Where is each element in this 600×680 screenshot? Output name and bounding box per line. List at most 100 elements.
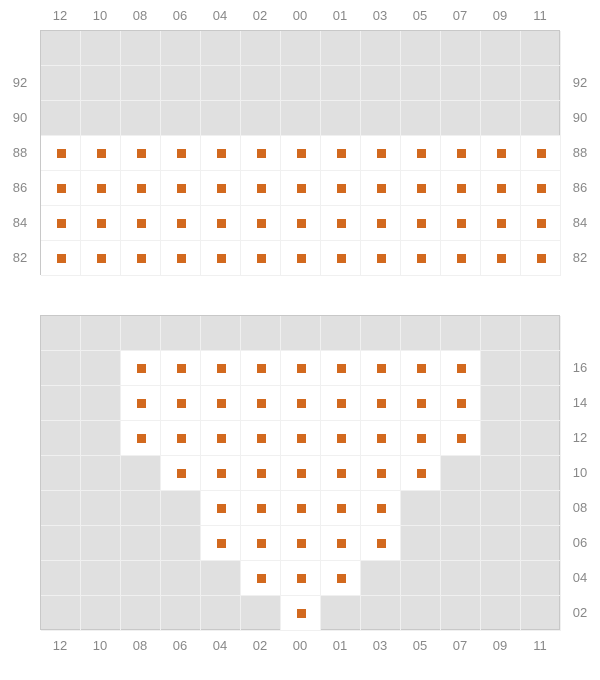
- seat-marker[interactable]: [177, 254, 186, 263]
- seat-marker[interactable]: [297, 149, 306, 158]
- seat-marker[interactable]: [137, 399, 146, 408]
- seat-marker[interactable]: [417, 149, 426, 158]
- seat-marker[interactable]: [297, 609, 306, 618]
- seat-marker[interactable]: [137, 364, 146, 373]
- seat-marker[interactable]: [297, 469, 306, 478]
- seat-marker[interactable]: [257, 254, 266, 263]
- seat-marker[interactable]: [297, 434, 306, 443]
- seat-marker[interactable]: [97, 254, 106, 263]
- seat-marker[interactable]: [97, 184, 106, 193]
- seat-marker[interactable]: [377, 469, 386, 478]
- seat-marker[interactable]: [217, 364, 226, 373]
- seat-marker[interactable]: [337, 469, 346, 478]
- seat-marker[interactable]: [217, 504, 226, 513]
- seat-marker[interactable]: [537, 254, 546, 263]
- seat-marker[interactable]: [417, 434, 426, 443]
- seat-marker[interactable]: [217, 434, 226, 443]
- seat-marker[interactable]: [297, 504, 306, 513]
- seat-marker[interactable]: [337, 504, 346, 513]
- seat-marker[interactable]: [497, 254, 506, 263]
- seat-marker[interactable]: [97, 219, 106, 228]
- seat-marker[interactable]: [417, 219, 426, 228]
- seat-marker[interactable]: [417, 399, 426, 408]
- seat-marker[interactable]: [497, 149, 506, 158]
- seat-marker[interactable]: [257, 574, 266, 583]
- seat-marker[interactable]: [377, 364, 386, 373]
- seat-marker[interactable]: [137, 149, 146, 158]
- seat-marker[interactable]: [177, 149, 186, 158]
- seat-marker[interactable]: [297, 364, 306, 373]
- seat-marker[interactable]: [257, 539, 266, 548]
- seat-marker[interactable]: [337, 149, 346, 158]
- seat-marker[interactable]: [377, 504, 386, 513]
- seat-marker[interactable]: [177, 364, 186, 373]
- seat-marker[interactable]: [537, 219, 546, 228]
- seat-marker[interactable]: [217, 219, 226, 228]
- seat-marker[interactable]: [377, 399, 386, 408]
- seat-marker[interactable]: [457, 219, 466, 228]
- seat-marker[interactable]: [457, 254, 466, 263]
- seat-marker[interactable]: [417, 254, 426, 263]
- seat-marker[interactable]: [337, 434, 346, 443]
- seat-marker[interactable]: [57, 254, 66, 263]
- seat-marker[interactable]: [377, 149, 386, 158]
- seat-marker[interactable]: [257, 364, 266, 373]
- seat-marker[interactable]: [337, 219, 346, 228]
- seat-marker[interactable]: [137, 434, 146, 443]
- seat-marker[interactable]: [257, 149, 266, 158]
- seat-marker[interactable]: [457, 364, 466, 373]
- seat-marker[interactable]: [137, 219, 146, 228]
- seat-marker[interactable]: [257, 434, 266, 443]
- seat-marker[interactable]: [457, 149, 466, 158]
- seat-marker[interactable]: [257, 504, 266, 513]
- seat-marker[interactable]: [457, 434, 466, 443]
- seat-marker[interactable]: [337, 184, 346, 193]
- seat-marker[interactable]: [377, 434, 386, 443]
- seat-marker[interactable]: [57, 184, 66, 193]
- seat-marker[interactable]: [177, 399, 186, 408]
- seat-marker[interactable]: [137, 254, 146, 263]
- seat-marker[interactable]: [337, 399, 346, 408]
- seat-marker[interactable]: [217, 184, 226, 193]
- seat-marker[interactable]: [297, 399, 306, 408]
- seat-marker[interactable]: [337, 254, 346, 263]
- seat-marker[interactable]: [457, 399, 466, 408]
- seat-marker[interactable]: [217, 399, 226, 408]
- seat-marker[interactable]: [57, 219, 66, 228]
- seat-marker[interactable]: [137, 184, 146, 193]
- seat-marker[interactable]: [537, 184, 546, 193]
- seat-marker[interactable]: [297, 574, 306, 583]
- seat-marker[interactable]: [497, 219, 506, 228]
- seat-marker[interactable]: [217, 539, 226, 548]
- seat-marker[interactable]: [177, 184, 186, 193]
- seat-marker[interactable]: [57, 149, 66, 158]
- seat-marker[interactable]: [417, 184, 426, 193]
- seat-marker[interactable]: [297, 184, 306, 193]
- seat-marker[interactable]: [377, 184, 386, 193]
- seat-marker[interactable]: [297, 254, 306, 263]
- seat-marker[interactable]: [377, 219, 386, 228]
- seat-marker[interactable]: [217, 149, 226, 158]
- seat-marker[interactable]: [177, 434, 186, 443]
- seat-marker[interactable]: [217, 254, 226, 263]
- seat-marker[interactable]: [337, 574, 346, 583]
- seat-marker[interactable]: [537, 149, 546, 158]
- seat-marker[interactable]: [177, 469, 186, 478]
- seat-marker[interactable]: [297, 539, 306, 548]
- seat-marker[interactable]: [257, 219, 266, 228]
- seat-marker[interactable]: [337, 539, 346, 548]
- seat-marker[interactable]: [257, 469, 266, 478]
- seat-marker[interactable]: [257, 184, 266, 193]
- seat-marker[interactable]: [97, 149, 106, 158]
- seat-marker[interactable]: [337, 364, 346, 373]
- seat-marker[interactable]: [417, 469, 426, 478]
- seat-marker[interactable]: [377, 254, 386, 263]
- seat-marker[interactable]: [417, 364, 426, 373]
- seat-marker[interactable]: [377, 539, 386, 548]
- seat-marker[interactable]: [497, 184, 506, 193]
- seat-marker[interactable]: [297, 219, 306, 228]
- seat-marker[interactable]: [257, 399, 266, 408]
- seat-marker[interactable]: [177, 219, 186, 228]
- seat-marker[interactable]: [217, 469, 226, 478]
- seat-marker[interactable]: [457, 184, 466, 193]
